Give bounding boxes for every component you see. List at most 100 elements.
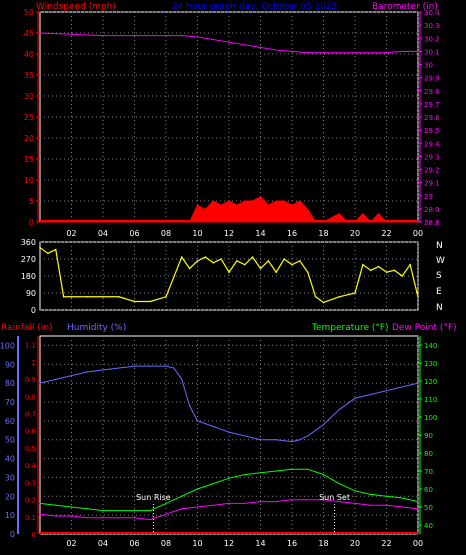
humidity-point [299, 439, 301, 441]
wind-direction-point [117, 295, 120, 298]
wind-direction-point [385, 271, 388, 274]
x-tick-label: 04 [98, 229, 108, 238]
temperature-point [70, 506, 73, 508]
y-left-tick-label: 0 [29, 218, 34, 227]
barometer-point [165, 35, 167, 37]
rainfall-tick-label: 0.8 [25, 393, 36, 401]
x-tick-label: 12 [224, 539, 234, 548]
humidity-point [173, 367, 175, 369]
wind-direction-point [417, 295, 419, 298]
y-right-tick-label: 29.3 [424, 153, 440, 161]
humidity-point [244, 435, 246, 437]
temperature-tick-label: 70 [424, 468, 433, 476]
wind-direction-point [62, 295, 65, 298]
x-tick-label: 00 [413, 229, 423, 238]
y-left-tick-label: 50 [24, 8, 34, 17]
wind-direction-point [86, 295, 89, 298]
humidity-tick-label: 90 [5, 360, 15, 369]
dewpoint-point [307, 499, 309, 501]
y-right-tick-label: 30.2 [424, 35, 440, 43]
humidity-tick-label: 70 [5, 398, 15, 407]
y-right-tick-label: 29.2 [424, 167, 440, 175]
humidity-tick-label: 60 [5, 417, 15, 426]
wind-direction-point [409, 263, 411, 266]
y-right-tick-label: 29.6 [424, 114, 440, 122]
humidity-point [417, 382, 419, 384]
x-tick-label: 14 [255, 229, 265, 238]
y-right-tick-label: 29.4 [424, 140, 440, 148]
rainfall-tick-label: 0.6 [25, 428, 37, 436]
dewpoint-point [275, 501, 277, 503]
dewpoint-point [149, 519, 151, 521]
y-left-tick-label: 45 [24, 29, 34, 38]
humidity-point [385, 390, 388, 392]
humidity-point [39, 382, 41, 384]
dewpoint-point [322, 499, 325, 501]
x-tick-label: 10 [192, 539, 202, 548]
wind-direction-point [283, 258, 285, 260]
y-left-tick-label: 40 [24, 50, 34, 59]
rainfall-axis-label: Rainfall (in) [1, 323, 53, 333]
temperature-tick-label: 60 [424, 486, 433, 494]
compass-label-n-top: N [436, 241, 443, 251]
temperature-point [181, 495, 183, 497]
wind-direction-point [314, 295, 317, 298]
wind-direction-point [299, 260, 301, 262]
y-left-tick-label: 35 [24, 71, 34, 80]
y-left-tick-label: 30 [24, 92, 34, 101]
dewpoint-point [86, 517, 88, 519]
rainfall-tick-label: 0 [32, 531, 36, 539]
y-right-tick-label: 29.8 [424, 88, 440, 96]
sunrise-label: Sun Rise [136, 493, 171, 502]
humidity-tick-label: 0 [10, 530, 15, 539]
rainfall-tick-label: 1 [32, 359, 36, 367]
humidity-point [322, 424, 325, 426]
wind-direction-point [291, 263, 293, 266]
y-left-tick-label: 25 [24, 113, 34, 122]
rainfall-point [417, 533, 419, 535]
y-tick-label: 0 [31, 306, 36, 315]
windspeed-axis-label: Windspeed (mph) [36, 2, 116, 12]
compass-label-n-bottom: N [436, 303, 443, 313]
barometer-point [102, 35, 104, 37]
x-tick-label: 02 [66, 229, 76, 238]
y-tick-label: 180 [21, 272, 36, 281]
temperature-tick-label: 50 [424, 504, 433, 512]
chart-title: 24 hour graph day, October 05 2025 [172, 2, 337, 12]
humidity-tick-label: 50 [5, 436, 15, 445]
rainfall-tick-label: 0.4 [25, 462, 37, 470]
barometer-point [244, 44, 246, 46]
y-right-tick-label: 29 [424, 193, 433, 201]
rainfall-tick-label: 0.2 [25, 497, 36, 505]
y-right-tick-label: 29.5 [424, 127, 440, 135]
wind-direction-point [102, 295, 104, 298]
barometer-point [417, 50, 419, 52]
y-right-tick-label: 29.7 [424, 101, 440, 109]
barometer-point [370, 52, 372, 54]
temperature-tick-label: 80 [424, 450, 433, 458]
barometer-point [385, 52, 388, 54]
temperature-point [196, 488, 199, 490]
humidity-tick-label: 30 [5, 473, 15, 482]
rainfall-tick-label: 0.7 [25, 410, 36, 418]
wind-direction-point [149, 300, 152, 303]
temperature-point [385, 495, 388, 497]
wind-direction-point [322, 301, 325, 304]
humidity-tick-label: 100 [0, 341, 15, 350]
humidity-point [70, 375, 73, 377]
barometer-point [259, 46, 262, 49]
barometer-point [322, 52, 325, 54]
temperature-point [228, 477, 230, 479]
x-tick-label: 22 [381, 229, 391, 238]
y-right-tick-label: 30.1 [424, 48, 440, 56]
x-tick-label: 08 [161, 229, 171, 238]
compass-label-s: S [436, 271, 442, 281]
barometer-point [354, 52, 356, 54]
temperature-point [354, 490, 356, 492]
dewpoint-point [196, 506, 199, 508]
x-tick-label: 06 [129, 229, 139, 238]
compass-labels: N W S E N [436, 241, 445, 313]
dewpoint-point [118, 517, 120, 519]
x-tick-label: 22 [381, 539, 391, 548]
